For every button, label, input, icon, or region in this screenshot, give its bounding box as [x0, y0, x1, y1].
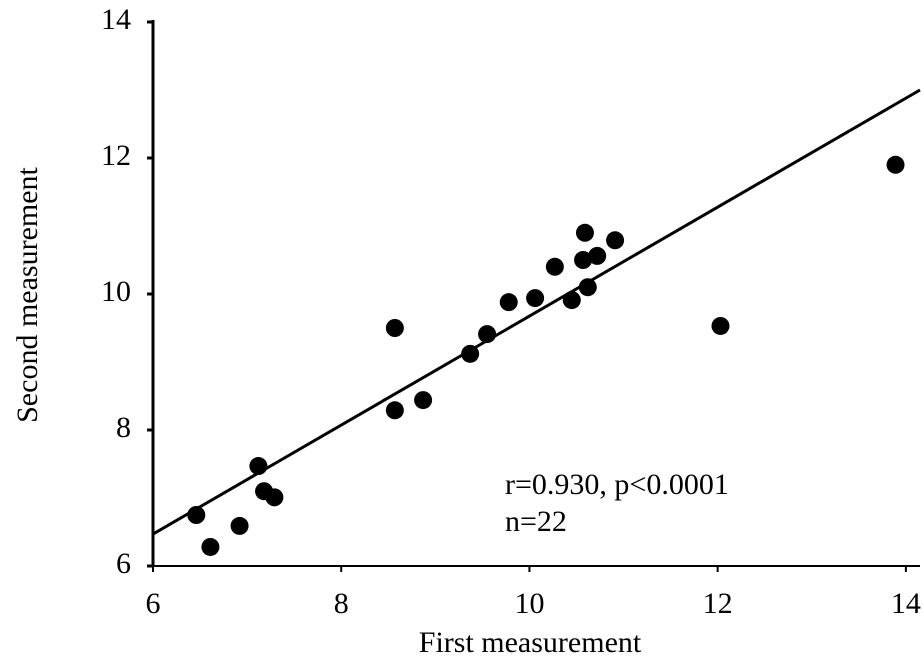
point [545, 257, 564, 276]
x-tick-label: 10 [514, 587, 544, 620]
point [711, 316, 730, 335]
point [575, 223, 594, 242]
point [562, 291, 581, 310]
point [385, 401, 404, 420]
annotation: r=0.930, p<0.0001 [505, 468, 729, 501]
x-tick-label: 8 [334, 587, 349, 620]
point [385, 319, 404, 337]
point [414, 391, 433, 410]
fit-line [152, 88, 921, 536]
point [578, 278, 597, 297]
point [886, 155, 905, 174]
point [606, 231, 625, 250]
y-tick-label: 12 [101, 139, 131, 172]
point [526, 289, 545, 308]
x-axis-label: First measurement [419, 626, 642, 659]
point [265, 488, 284, 507]
point [588, 246, 607, 265]
point [249, 457, 268, 476]
y-tick-label: 6 [116, 547, 131, 580]
annotation: n=22 [505, 505, 567, 538]
y-tick-label: 10 [101, 275, 131, 308]
x-tick-label: 12 [703, 587, 733, 620]
x-tick-label: 6 [146, 587, 161, 620]
y-tick-label: 8 [116, 411, 131, 444]
point [574, 251, 593, 269]
x-tick-label: 14 [891, 587, 921, 620]
point [478, 325, 497, 344]
point [201, 537, 220, 556]
y-tick-label: 14 [101, 3, 131, 36]
point [499, 293, 518, 312]
point [461, 344, 480, 363]
y-axis-label: Second measurement [11, 166, 44, 422]
point [230, 516, 249, 535]
point [187, 506, 206, 524]
